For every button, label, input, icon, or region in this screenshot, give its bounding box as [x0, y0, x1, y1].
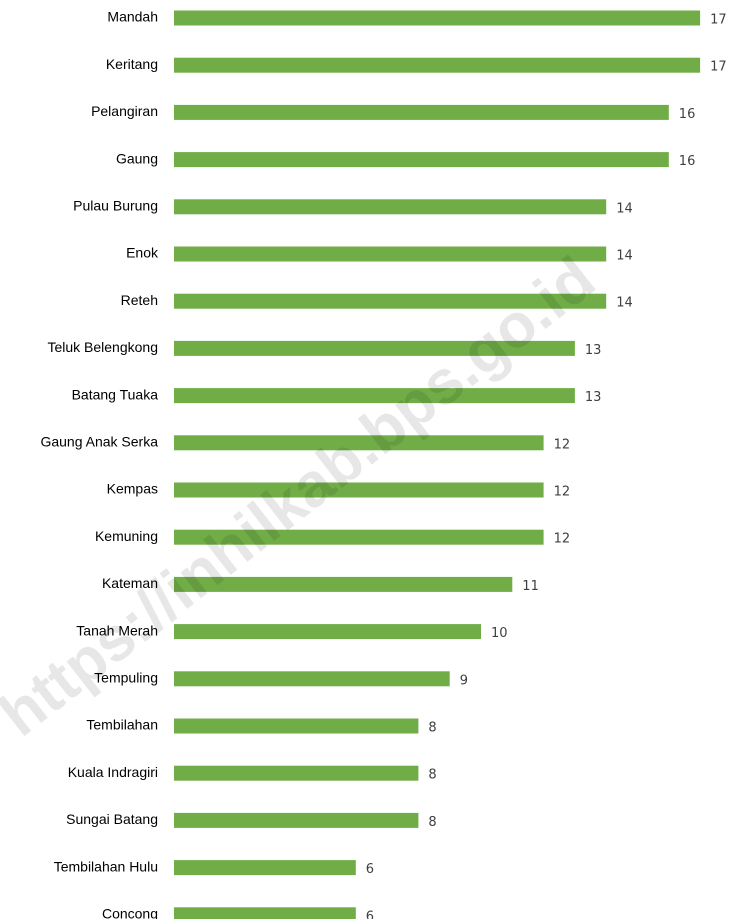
value-label: 16: [679, 107, 696, 122]
value-label: 12: [554, 437, 571, 452]
category-label: Mandah: [107, 9, 158, 25]
value-label: 12: [554, 532, 571, 547]
bar: [174, 435, 544, 451]
category-label: Kemuning: [95, 528, 158, 544]
bar: [174, 812, 419, 828]
value-label: 6: [366, 862, 374, 877]
bar: [174, 246, 607, 262]
category-label: Tembilahan Hulu: [54, 858, 158, 874]
value-label: 10: [491, 626, 508, 641]
value-label: 16: [679, 154, 696, 169]
category-label: Kempas: [107, 481, 158, 497]
bar: [174, 57, 701, 73]
bar: [174, 576, 513, 592]
value-label: 11: [522, 579, 539, 594]
category-label: Batang Tuaka: [72, 386, 159, 402]
category-label: Teluk Belengkong: [47, 339, 158, 355]
category-label: Pelangiran: [91, 103, 158, 119]
category-label: Gaung Anak Serka: [40, 434, 158, 450]
category-label: Kuala Indragiri: [68, 764, 158, 780]
bar: [174, 765, 419, 781]
value-label: 6: [366, 909, 374, 919]
value-label: 13: [585, 390, 602, 405]
bar: [174, 671, 450, 687]
category-label: Concong: [102, 906, 158, 919]
category-label: Sungai Batang: [66, 811, 158, 827]
bar: [174, 529, 544, 545]
category-label: Enok: [126, 245, 159, 261]
category-label: Tanah Merah: [76, 622, 158, 638]
category-label: Pulau Burung: [73, 198, 158, 214]
category-label: Tembilahan: [86, 717, 158, 733]
bar: [174, 624, 481, 640]
category-label: Keritang: [106, 56, 158, 72]
category-label: Kateman: [102, 575, 158, 591]
bar: [174, 293, 607, 309]
bar: [174, 340, 575, 356]
bar: [174, 10, 701, 26]
bar: [174, 907, 356, 919]
value-label: 13: [585, 343, 602, 358]
value-label: 17: [710, 60, 727, 75]
value-label: 12: [554, 485, 571, 500]
bar: [174, 388, 575, 404]
value-label: 14: [616, 201, 633, 216]
bar: [174, 860, 356, 876]
value-label: 8: [428, 721, 436, 736]
value-label: 8: [428, 768, 436, 783]
value-label: 14: [616, 249, 633, 264]
value-label: 14: [616, 296, 633, 311]
bar: [174, 152, 669, 168]
value-label: 9: [460, 673, 468, 688]
value-label: 8: [428, 815, 436, 830]
category-label: Tempuling: [94, 670, 158, 686]
bar: [174, 482, 544, 498]
category-label: Reteh: [121, 292, 158, 308]
value-label: 17: [710, 13, 727, 28]
category-label: Gaung: [116, 150, 158, 166]
bar: [174, 718, 419, 734]
bar: [174, 104, 669, 120]
bar: [174, 199, 607, 215]
